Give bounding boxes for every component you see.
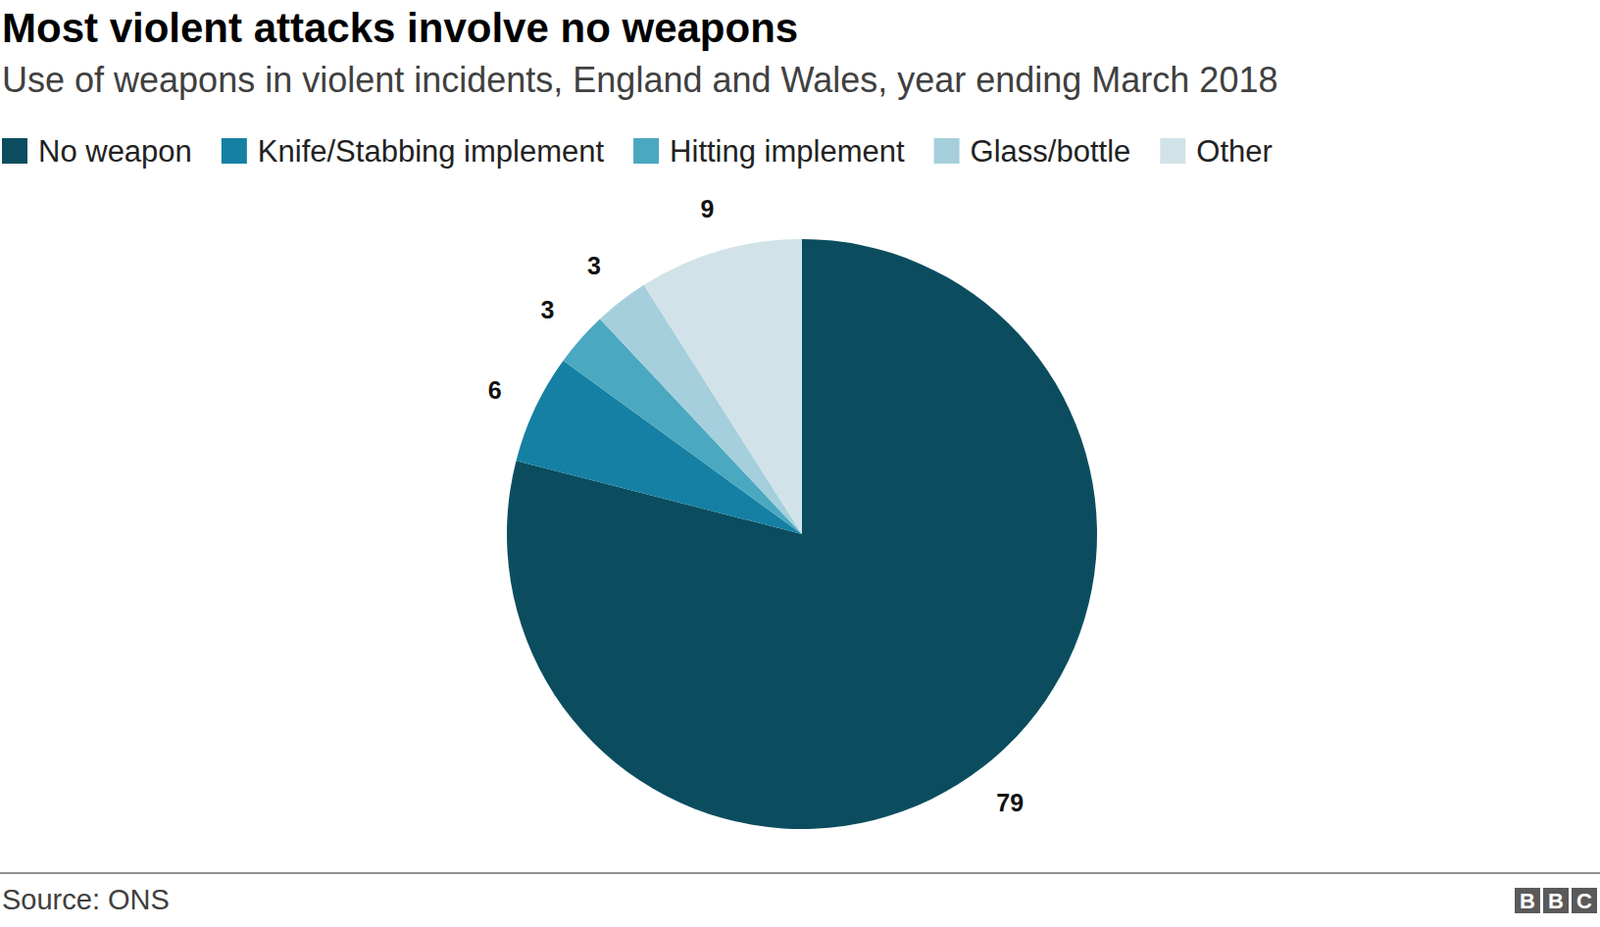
subtitle: Use of weapons in violent incidents, Eng… — [1, 59, 1278, 100]
legend-swatch — [221, 138, 248, 164]
legend-label: Hitting implement — [669, 134, 905, 169]
data-label: 3 — [540, 296, 554, 324]
logo-box — [1571, 888, 1598, 914]
logo-letter: C — [1576, 889, 1593, 914]
footer-rule — [0, 872, 1600, 875]
pie-slice — [644, 239, 802, 535]
legend-label: No weapon — [38, 134, 193, 169]
legend-label: Knife/Stabbing implement — [257, 134, 605, 169]
pie — [506, 239, 1098, 830]
data-label: 9 — [700, 195, 714, 223]
legend-label: Other — [1196, 134, 1273, 169]
logo-letter: B — [1519, 889, 1536, 914]
logo-letter: B — [1548, 889, 1564, 914]
legend-label: Glass/bottle — [970, 134, 1132, 169]
data-labels: 79 6 3 3 9 — [488, 195, 1024, 817]
legend-swatch — [1159, 138, 1186, 164]
logo-box — [1514, 888, 1541, 914]
legend-swatch — [633, 138, 659, 164]
title: Most violent attacks involve no weapons — [1, 4, 799, 51]
data-label: 3 — [587, 251, 601, 280]
data-label: 6 — [488, 376, 502, 404]
chart: Most violent attacks involve no weapons U… — [0, 0, 1600, 927]
legend-swatch — [1, 138, 28, 164]
legend-swatch — [934, 138, 960, 164]
pie-slice — [506, 239, 1098, 830]
legend: No weapon Knife/Stabbing implement Hitting… — [1, 134, 1273, 169]
logo: BBC — [1514, 888, 1598, 914]
data-label: 79 — [996, 789, 1024, 817]
logo-box — [1543, 888, 1569, 914]
source: Source: ONS — [1, 884, 170, 916]
